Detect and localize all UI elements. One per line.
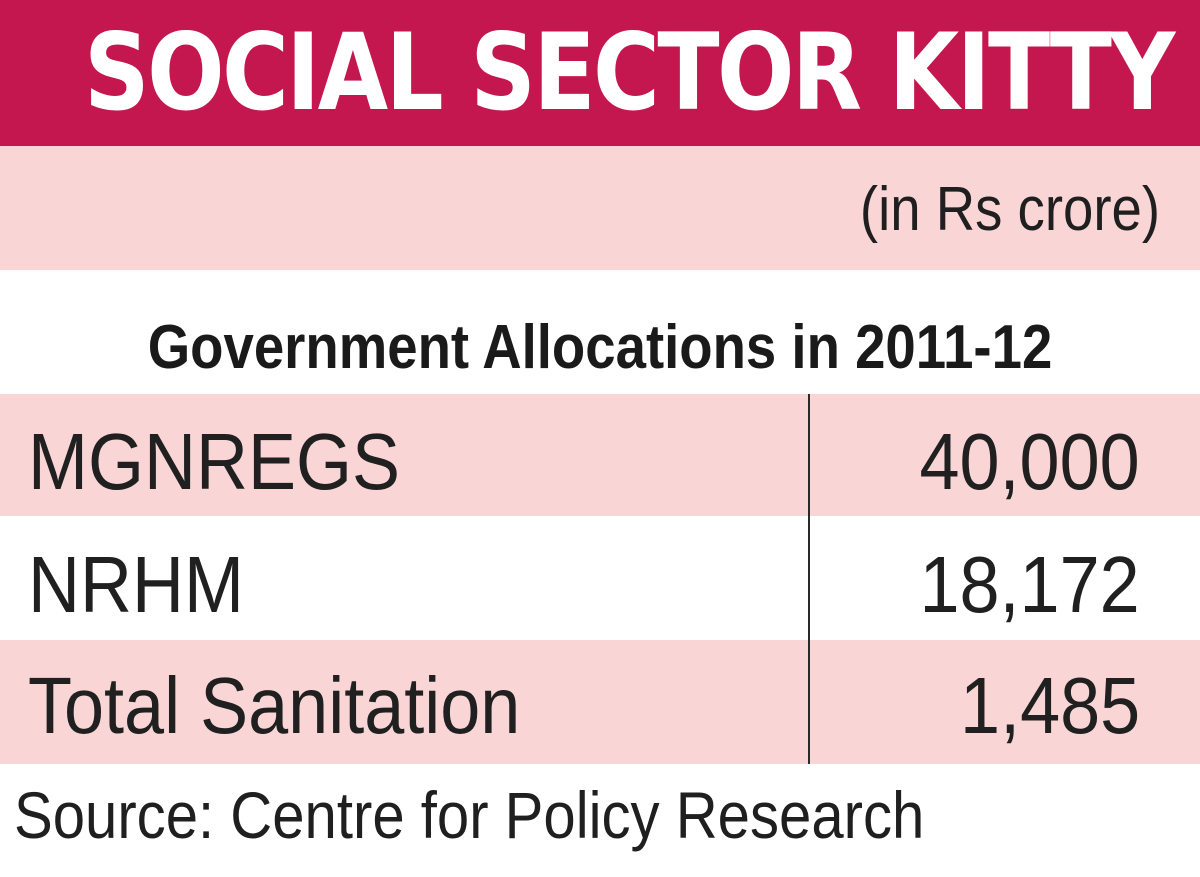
chart-title: SOCIAL SECTOR KITTY <box>84 11 1175 134</box>
row-value-total-sanitation: 1,485 <box>959 661 1140 750</box>
source-note: Source: Centre for Policy Research <box>14 778 925 852</box>
table-row-band-3 <box>0 640 1200 764</box>
title-band <box>0 0 1200 146</box>
row-value-mgnregs: 40,000 <box>919 417 1140 506</box>
unit-band <box>0 146 1200 270</box>
row-label-total-sanitation: Total Sanitation <box>28 661 521 750</box>
unit-note: (in Rs crore) <box>859 175 1160 244</box>
row-value-nrhm: 18,172 <box>919 540 1140 629</box>
row-label-mgnregs: MGNREGS <box>28 417 401 506</box>
column-divider <box>808 394 810 764</box>
table-subtitle: Government Allocations in 2011-12 <box>147 313 1053 382</box>
table-row-band-1 <box>0 394 1200 516</box>
row-label-nrhm: NRHM <box>28 540 244 629</box>
